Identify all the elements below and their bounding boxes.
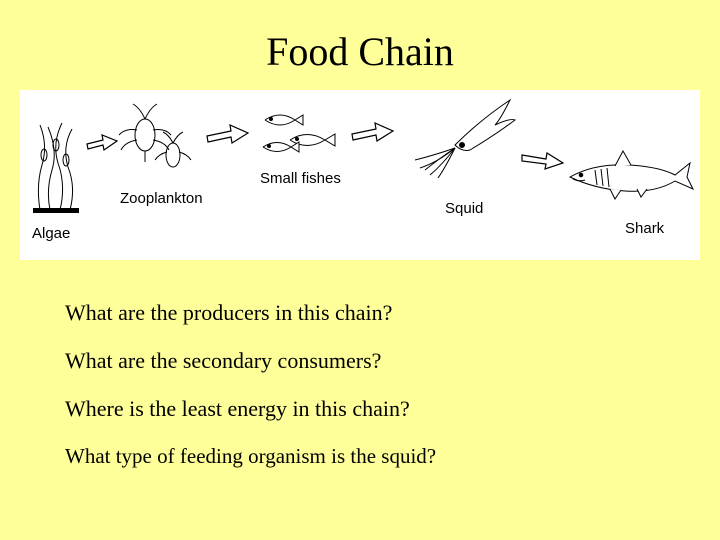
node-algae xyxy=(30,115,85,215)
smallfishes-icon xyxy=(255,105,345,160)
arrow-1 xyxy=(85,130,119,152)
label-zooplankton: Zooplankton xyxy=(120,190,203,207)
label-algae: Algae xyxy=(32,225,70,242)
node-shark xyxy=(565,145,695,205)
arrow-4 xyxy=(520,145,565,171)
questions-block: What are the producers in this chain? Wh… xyxy=(65,300,436,491)
algae-icon xyxy=(30,115,85,215)
node-squid xyxy=(400,90,520,180)
squid-icon xyxy=(400,90,520,180)
food-chain-diagram: Algae Zooplankton xyxy=(20,90,700,260)
question-3: Where is the least energy in this chain? xyxy=(65,396,436,422)
question-1: What are the producers in this chain? xyxy=(65,300,436,326)
page-title: Food Chain xyxy=(0,0,720,75)
arrow-2 xyxy=(205,120,250,146)
shark-icon xyxy=(565,145,695,205)
label-smallfishes: Small fishes xyxy=(260,170,341,187)
zooplankton-icon xyxy=(115,100,195,180)
arrow-3 xyxy=(350,118,395,144)
question-2: What are the secondary consumers? xyxy=(65,348,436,374)
label-shark: Shark xyxy=(625,220,664,237)
question-4: What type of feeding organism is the squ… xyxy=(65,444,436,469)
node-zooplankton xyxy=(115,100,195,180)
node-smallfishes xyxy=(255,105,345,160)
label-squid: Squid xyxy=(445,200,483,217)
